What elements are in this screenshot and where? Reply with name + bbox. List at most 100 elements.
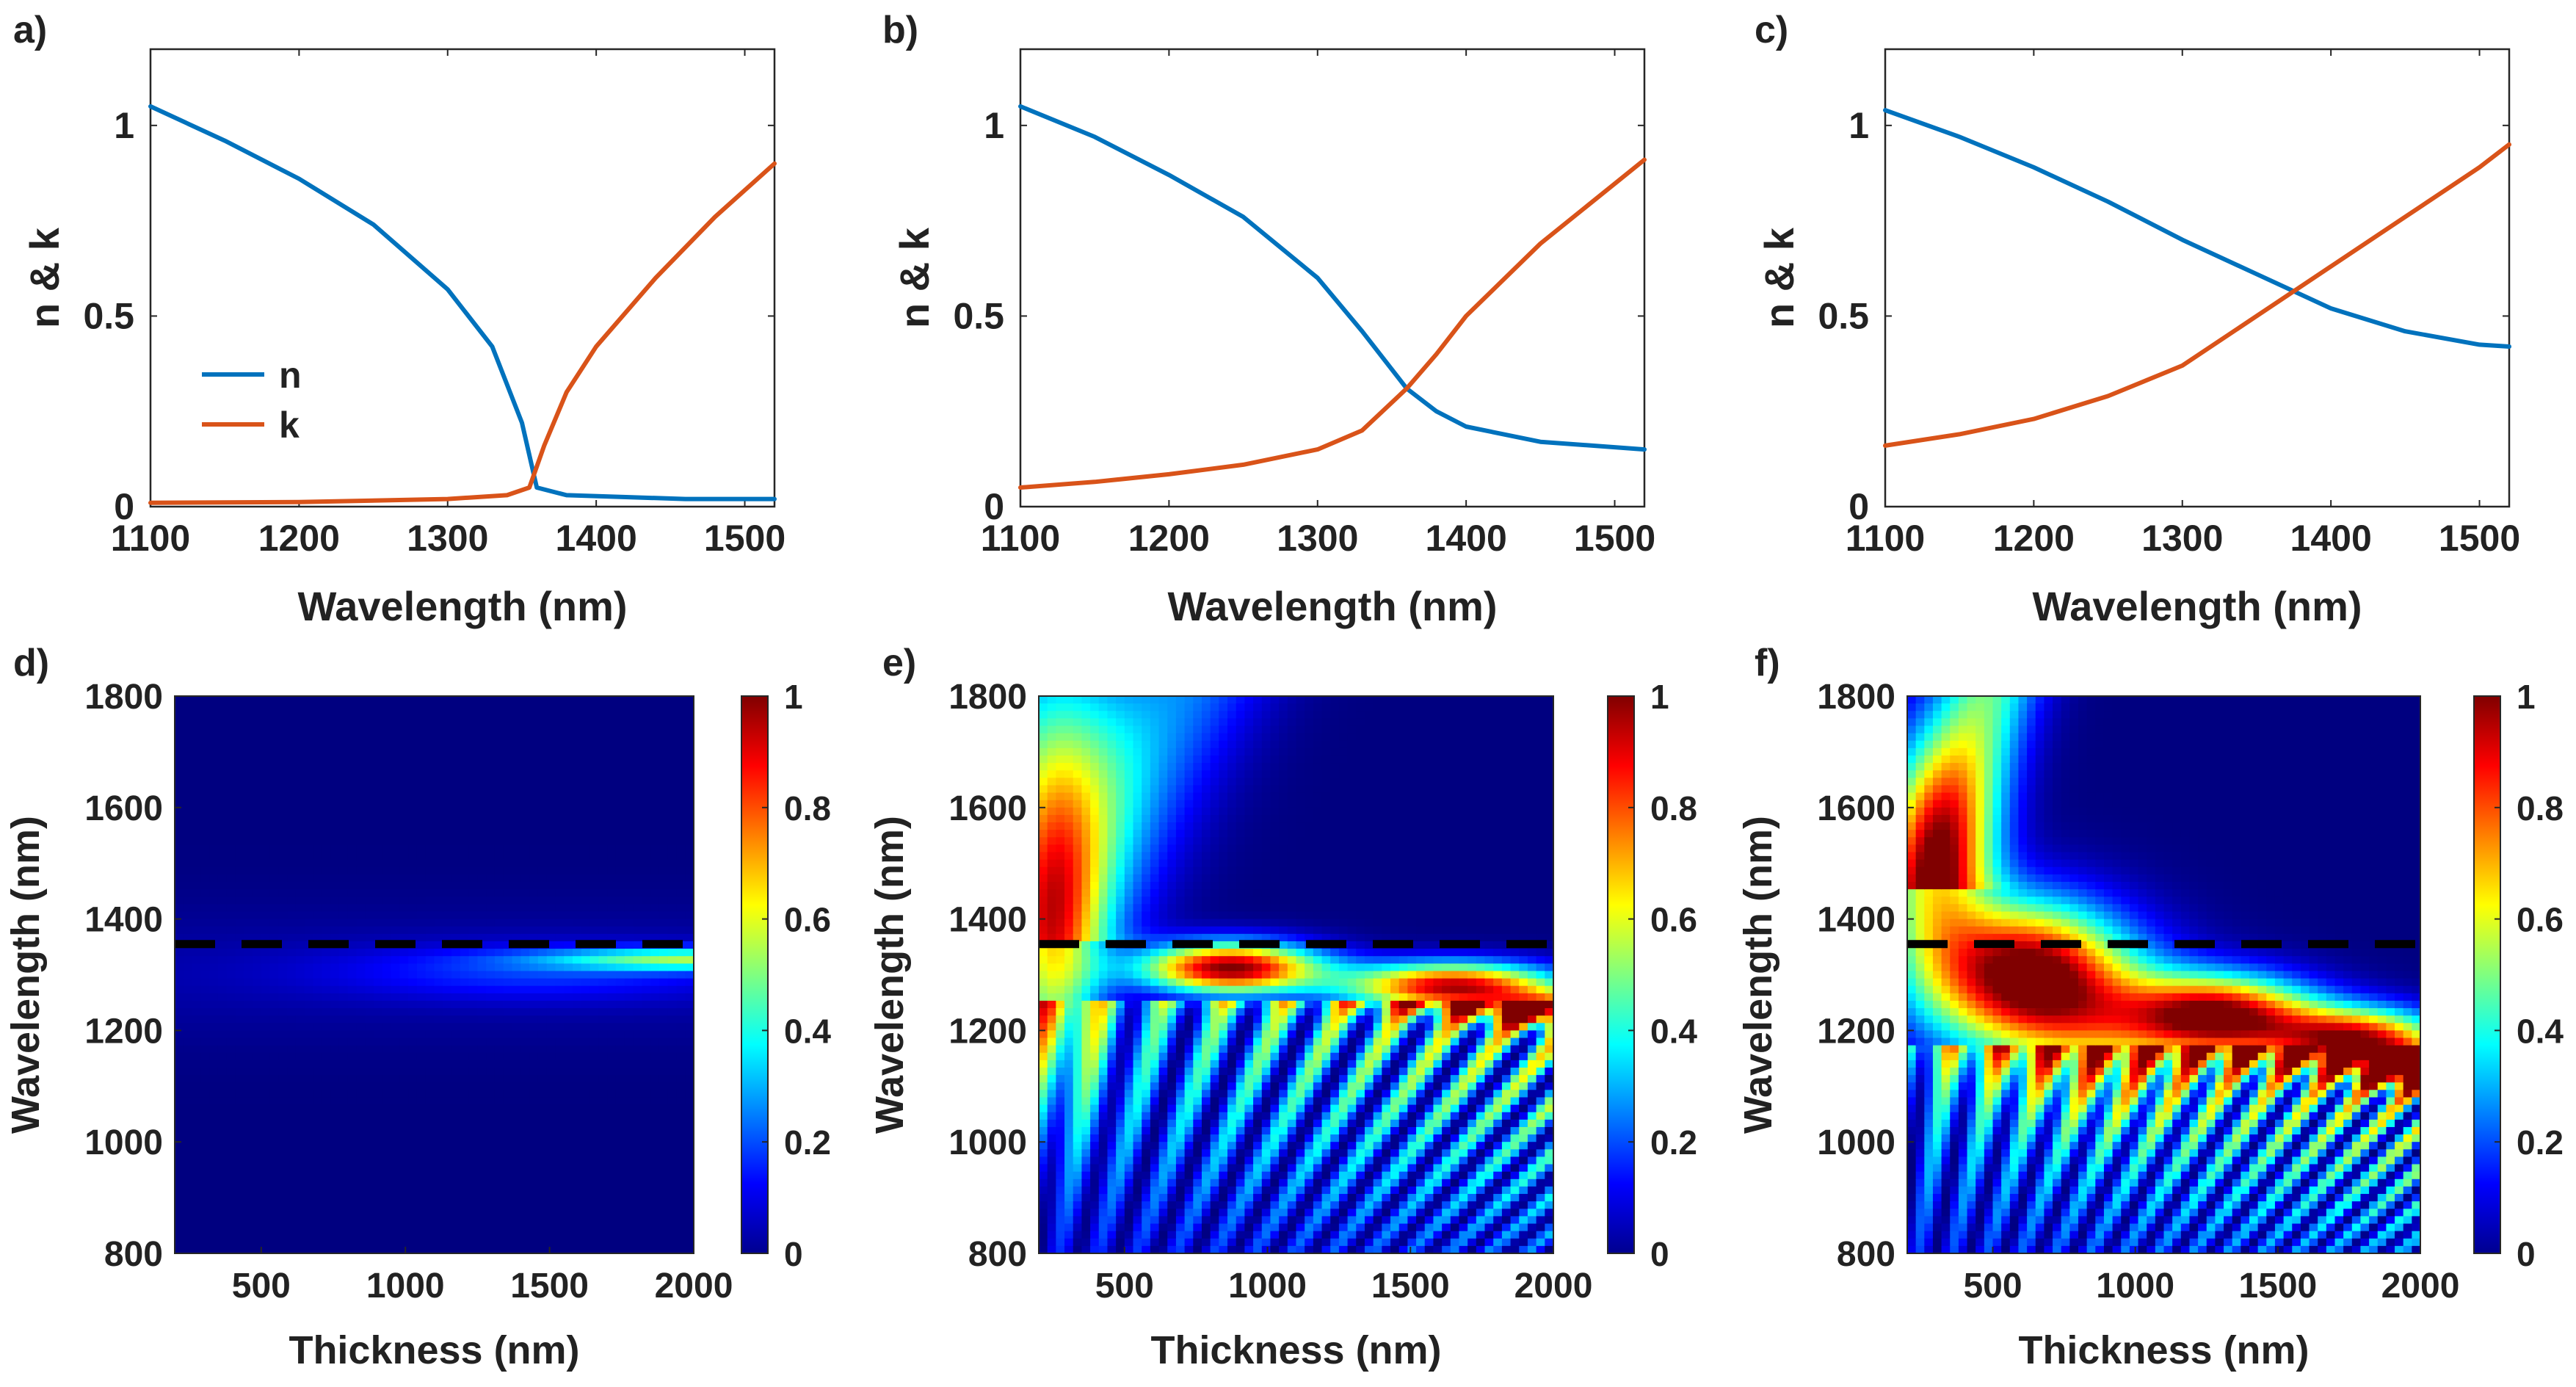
heatmap-cell	[244, 1037, 253, 1046]
heatmap-cell	[235, 703, 244, 711]
heatmap-cell	[468, 1068, 479, 1076]
heatmap-cell	[1047, 733, 1056, 742]
heatmap-cell	[468, 985, 479, 994]
heatmap-cell	[503, 926, 513, 935]
heatmap-cell	[642, 740, 651, 749]
heatmap-cell	[295, 926, 305, 935]
heatmap-cell	[244, 963, 253, 972]
heatmap-cell	[460, 949, 470, 957]
heatmap-cell	[537, 844, 548, 853]
heatmap-cell	[607, 711, 617, 719]
heatmap-cell	[183, 770, 193, 778]
heatmap-cell	[598, 696, 608, 704]
heatmap-cell	[200, 740, 210, 749]
heatmap-cell	[564, 1245, 573, 1254]
heatmap-cell	[503, 1216, 513, 1225]
heatmap-cell	[338, 1142, 349, 1150]
heatmap-cell	[633, 747, 642, 756]
heatmap-cell	[460, 1082, 470, 1090]
heatmap-cell	[330, 919, 340, 927]
heatmap-cell	[564, 711, 573, 719]
heatmap-cell	[235, 711, 244, 719]
heatmap-cell	[261, 696, 271, 704]
heatmap-cell	[685, 1030, 694, 1039]
heatmap-cell	[416, 733, 427, 742]
heatmap-cell	[685, 1164, 694, 1173]
heatmap-cell	[555, 1186, 565, 1195]
heatmap-cell	[200, 949, 210, 957]
heatmap-cell	[356, 1045, 366, 1054]
heatmap-cell	[486, 1209, 496, 1217]
heatmap-cell	[338, 755, 349, 764]
heatmap-cell	[1056, 926, 1065, 935]
heatmap-cell	[676, 711, 686, 719]
heatmap-cell	[624, 956, 634, 964]
heatmap-cell	[356, 971, 366, 979]
heatmap-cell	[451, 1126, 461, 1135]
heatmap-cell	[261, 844, 271, 853]
heatmap-cell	[347, 711, 358, 719]
heatmap-cell	[494, 1090, 504, 1098]
heatmap-cell	[589, 837, 599, 845]
heatmap-cell	[192, 1015, 201, 1024]
heatmap-cell	[338, 852, 349, 861]
heatmap-cell	[244, 1231, 253, 1239]
heatmap-cell	[615, 941, 625, 949]
heatmap-cell	[226, 859, 236, 868]
heatmap-cell	[1039, 1112, 1048, 1120]
heatmap-cell	[1073, 859, 1083, 868]
heatmap-cell	[374, 1023, 383, 1031]
heatmap-cell	[520, 718, 530, 727]
heatmap-cell	[460, 770, 470, 778]
heatmap-cell	[537, 785, 548, 794]
heatmap-cell	[175, 971, 184, 979]
heatmap-cell	[615, 1178, 625, 1187]
heatmap-cell	[261, 1201, 271, 1209]
heatmap-cell	[1039, 785, 1048, 794]
heatmap-cell	[434, 1149, 443, 1158]
heatmap-cell	[546, 963, 556, 972]
heatmap-cell	[200, 933, 210, 942]
heatmap-cell	[667, 1090, 678, 1098]
heatmap-cell	[650, 993, 660, 1002]
heatmap-cell	[253, 1201, 262, 1209]
heatmap-cell	[1039, 725, 1048, 734]
heatmap-cell	[486, 807, 496, 816]
heatmap-cell	[1039, 1052, 1048, 1061]
heatmap-cell	[1064, 933, 1074, 942]
heatmap-cell	[642, 1075, 651, 1083]
heatmap-cell	[615, 1156, 625, 1165]
heatmap-cell	[287, 1112, 297, 1120]
heatmap-cell	[468, 859, 479, 868]
heatmap-cell	[477, 822, 487, 830]
heatmap-cell	[416, 1164, 427, 1173]
heatmap-cell	[494, 993, 504, 1002]
heatmap-cell	[192, 844, 201, 853]
heatmap-cell	[633, 1126, 642, 1135]
heatmap-cell	[253, 933, 262, 942]
heatmap-cell	[330, 1201, 340, 1209]
heatmap-cell	[209, 778, 219, 786]
heatmap-cell	[235, 1000, 244, 1009]
heatmap-cell	[477, 1223, 487, 1232]
heatmap-cell	[607, 1000, 617, 1009]
heatmap-cell	[443, 1126, 452, 1135]
heatmap-cell	[338, 1186, 349, 1195]
heatmap-cell	[365, 1082, 374, 1090]
heatmap-cell	[253, 949, 262, 957]
heatmap-cell	[209, 814, 219, 823]
heatmap-cell	[546, 725, 556, 734]
heatmap-cell	[313, 971, 322, 979]
heatmap-cell	[434, 1209, 443, 1217]
heatmap-cell	[304, 852, 314, 861]
heatmap-cell	[253, 1060, 262, 1068]
heatmap-cell	[416, 874, 427, 883]
heatmap-cell	[295, 941, 305, 949]
heatmap-cell	[503, 1245, 513, 1254]
heatmap-cell	[278, 696, 288, 704]
heatmap-cell	[685, 1194, 694, 1202]
heatmap-cell	[1073, 747, 1083, 756]
heatmap-cell	[667, 1037, 678, 1046]
heatmap-cell	[416, 822, 427, 830]
heatmap-cell	[382, 1104, 392, 1113]
